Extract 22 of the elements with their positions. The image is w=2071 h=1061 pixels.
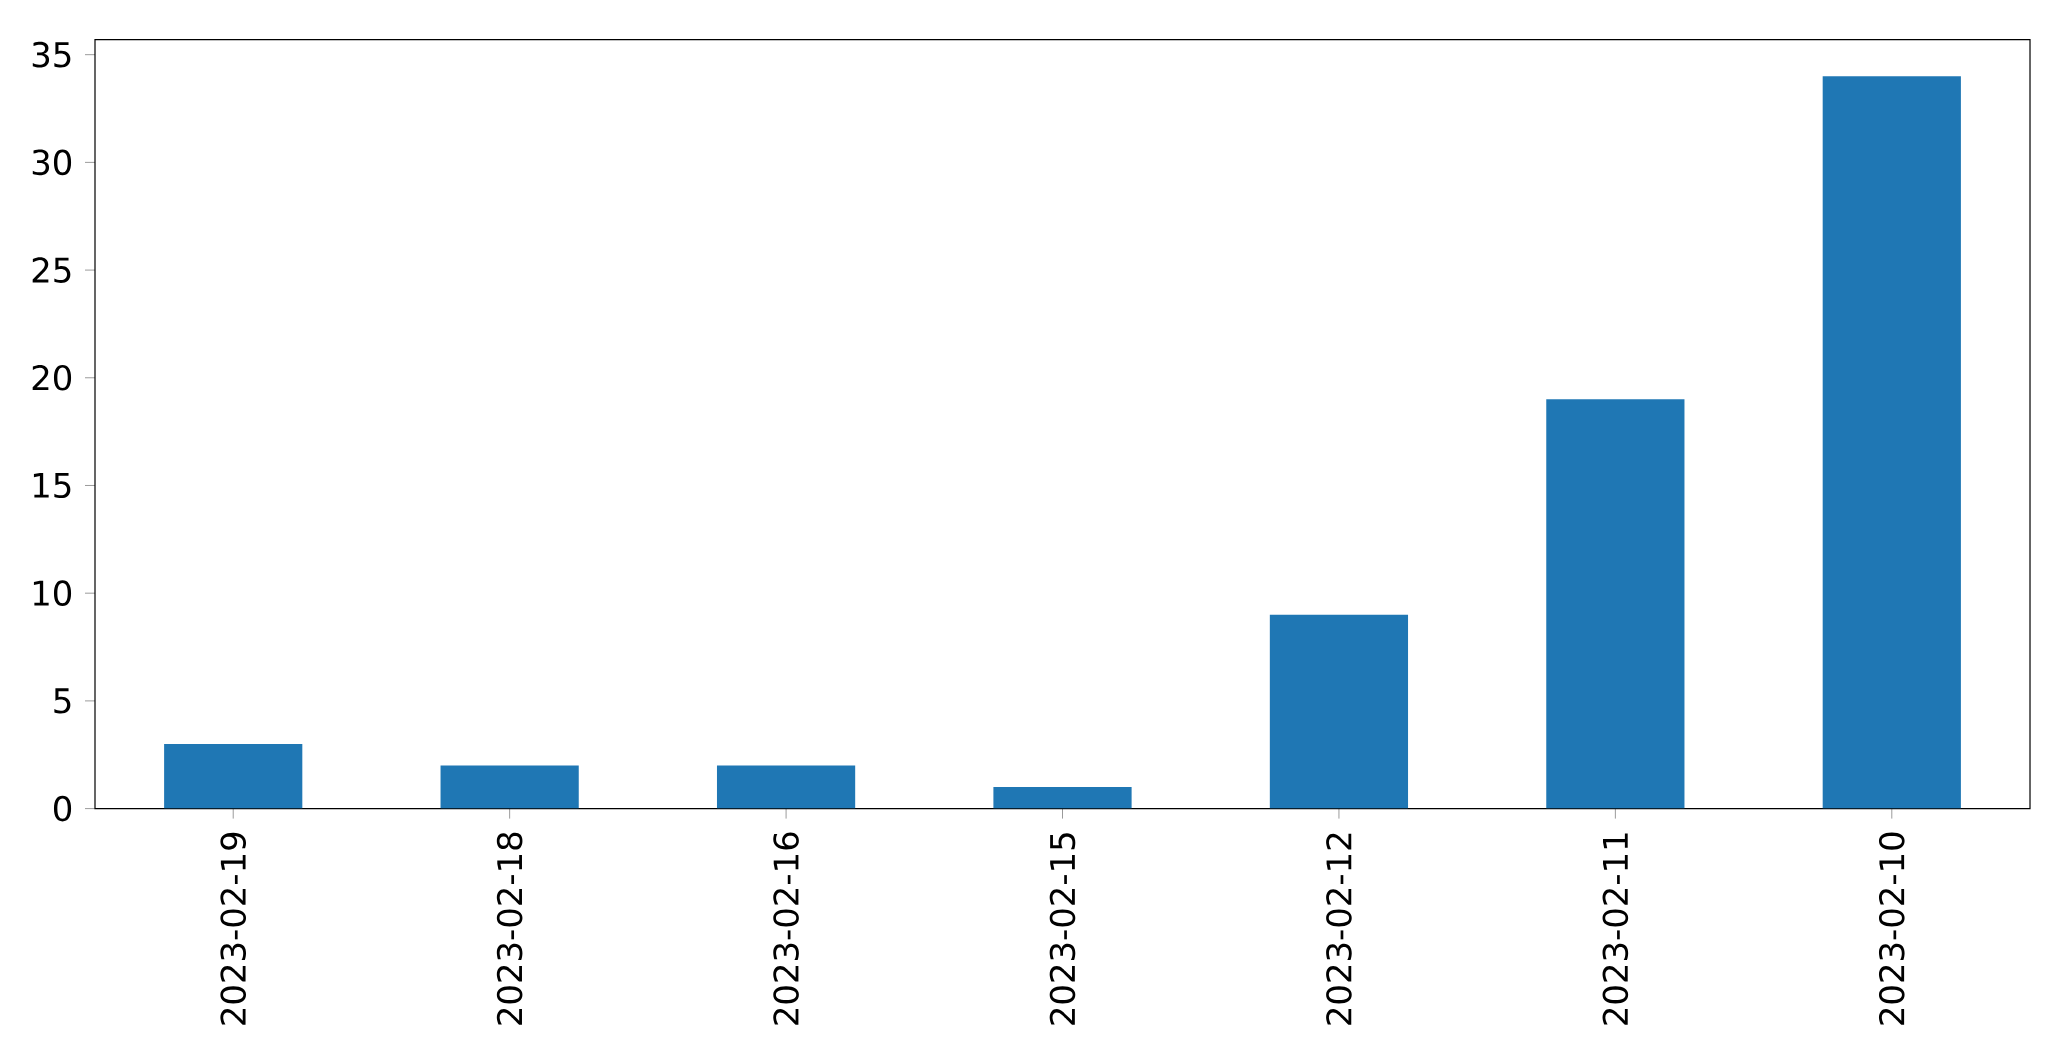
bar [440, 765, 579, 809]
y-tick-label: 35 [32, 41, 71, 68]
y-tick-label: 0 [53, 795, 72, 822]
bar [1269, 614, 1409, 809]
x-tick-label: 2023-02-19 [220, 832, 247, 1025]
bar [993, 787, 1132, 809]
bar [716, 765, 856, 809]
y-tick-label: 30 [32, 149, 72, 176]
bar [164, 743, 303, 809]
y-tick-label: 20 [32, 364, 72, 391]
x-tick-label: 2023-02-11 [1602, 833, 1629, 1025]
y-tick-label: 15 [33, 472, 71, 499]
bar [1546, 399, 1685, 809]
x-tick-label: 2023-02-15 [1049, 833, 1076, 1025]
y-tick-label: 5 [54, 688, 71, 714]
y-tick-label: 10 [33, 580, 72, 606]
x-tick-label: 2023-02-18 [496, 832, 523, 1025]
x-tick-label: 2023-02-10 [1878, 832, 1905, 1025]
y-tick-label: 25 [32, 257, 71, 283]
bar [1822, 76, 1961, 809]
x-tick-label: 2023-02-16 [773, 832, 799, 1025]
x-tick-label: 2023-02-12 [1326, 833, 1352, 1025]
